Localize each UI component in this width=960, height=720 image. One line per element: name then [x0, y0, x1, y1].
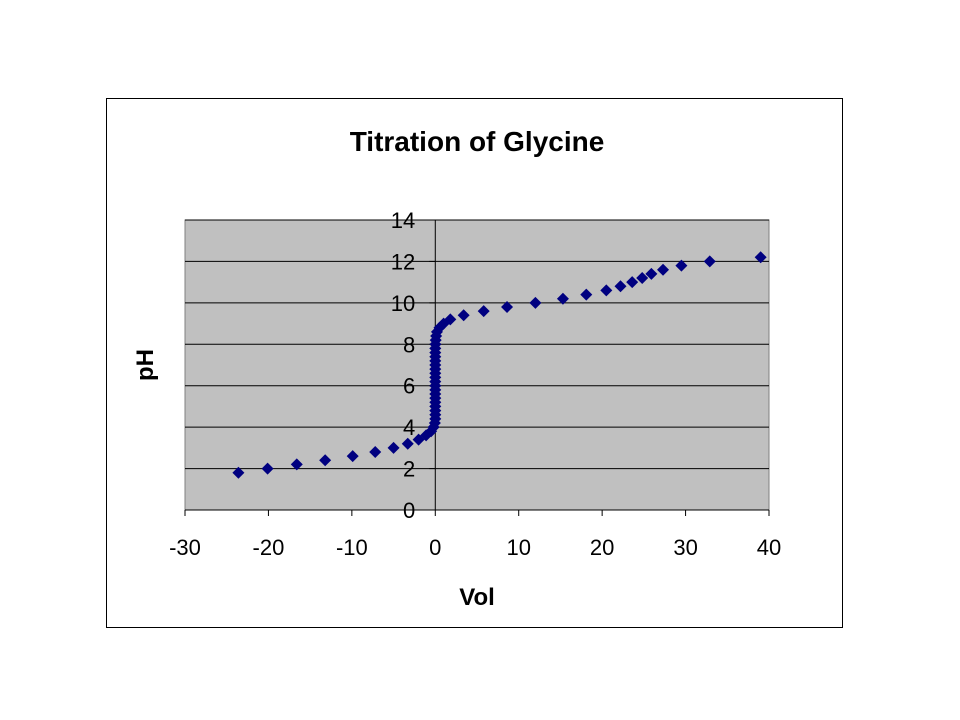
data-point [529, 296, 542, 309]
data-point [290, 458, 303, 471]
y-axis-title: pH [132, 349, 159, 381]
x-tick-label: -20 [253, 535, 285, 560]
data-point [645, 267, 658, 280]
x-tick-labels: -30 -20 -10 0 10 20 30 40 [169, 535, 781, 560]
data-point [477, 305, 490, 318]
y-tick-label: 0 [403, 498, 415, 523]
x-tick-label: 10 [506, 535, 530, 560]
data-point [444, 313, 457, 326]
chart-area: Titration of Glycine 0 2 4 6 8 10 12 14 -30 -20-… [106, 98, 843, 628]
y-tick-label: 8 [403, 332, 415, 357]
data-point [387, 441, 400, 454]
y-tick-label: 2 [403, 457, 415, 482]
y-tick-label: 10 [391, 291, 415, 316]
chart-title: Titration of Glycine [350, 126, 605, 157]
data-point [657, 263, 670, 276]
x-tick-label: -30 [169, 535, 201, 560]
data-point [675, 259, 688, 272]
data-point [501, 301, 514, 313]
gridlines [185, 219, 769, 470]
data-point [636, 272, 649, 284]
data-point [556, 292, 569, 305]
y-tick-label: 4 [403, 415, 415, 440]
data-point [457, 309, 470, 322]
data-point [437, 317, 450, 330]
x-tick-label: 40 [757, 535, 781, 560]
y-tick-label: 12 [391, 249, 415, 274]
x-axis-title: Vol [459, 584, 495, 611]
x-tick-label: 30 [673, 535, 697, 560]
x-tick-label: 20 [590, 535, 614, 560]
data-point [319, 454, 332, 467]
y-tick-label: 14 [391, 208, 415, 233]
data-point [346, 450, 359, 463]
data-points [232, 251, 767, 479]
data-point [754, 251, 767, 264]
x-tick-label: -10 [336, 535, 368, 560]
data-point [369, 446, 382, 458]
y-tick-labels: 0 2 4 6 8 10 12 14 [391, 208, 415, 523]
data-point [580, 288, 593, 301]
data-point [614, 280, 627, 293]
data-point [626, 276, 639, 289]
data-point [401, 437, 414, 450]
y-tick-label: 6 [403, 374, 415, 399]
data-point [261, 462, 274, 475]
data-point [703, 255, 716, 268]
plot-area [184, 219, 770, 511]
x-tick-label: 0 [429, 535, 441, 560]
data-point [600, 284, 613, 297]
data-point [232, 466, 245, 479]
